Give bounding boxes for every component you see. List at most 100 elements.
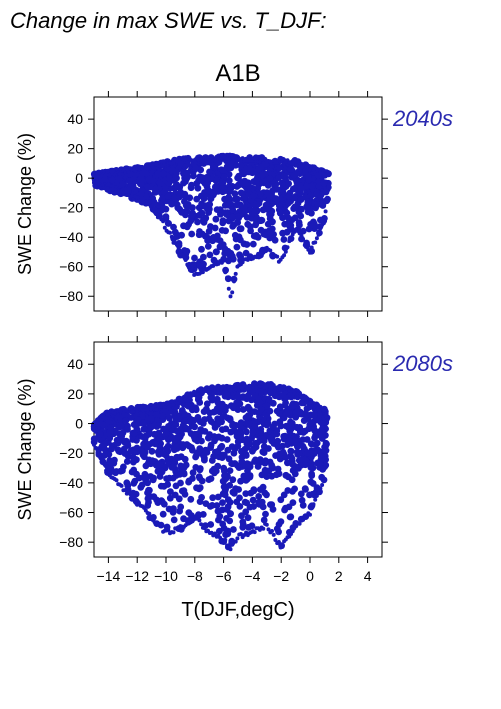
scatter-point — [243, 420, 251, 427]
scatter-point — [239, 406, 247, 413]
scatter-point — [201, 215, 209, 223]
scatter-point — [280, 544, 285, 549]
scatter-point — [162, 225, 167, 230]
scatter-point — [175, 413, 183, 421]
scatter-point — [259, 503, 267, 511]
scatter-point — [185, 160, 190, 165]
scatter-point — [200, 253, 207, 261]
y-tick-label: −40 — [59, 475, 83, 491]
scatter-point — [282, 253, 287, 258]
scatter-point — [283, 390, 288, 395]
scatter-point — [174, 401, 179, 406]
scatter-point — [183, 169, 191, 177]
scatter-point — [234, 213, 242, 221]
scatter-point — [252, 440, 259, 447]
scatter-point — [281, 220, 289, 228]
scatter-point — [123, 479, 131, 487]
scatter-point — [154, 421, 162, 429]
scatter-point — [102, 462, 107, 467]
scatter-point — [309, 490, 316, 498]
scatter-point — [260, 443, 268, 450]
scatter-point — [104, 172, 109, 177]
scatter-point — [206, 251, 214, 259]
scatter-point — [260, 449, 268, 456]
scatter-point — [261, 526, 266, 531]
scatter-point — [208, 396, 216, 404]
scatter-point — [232, 279, 236, 284]
scatter-point — [200, 408, 208, 415]
scatter-point — [148, 447, 156, 455]
scatter-point — [108, 176, 116, 184]
scatter-point — [170, 463, 177, 470]
scatter-point — [269, 218, 276, 226]
scatter-point — [258, 163, 265, 171]
scatter-point — [223, 211, 231, 218]
scatter-point — [181, 254, 186, 259]
scatter-point — [126, 169, 131, 174]
x-tick-label: 0 — [306, 568, 314, 584]
scatter-point — [176, 246, 181, 251]
scatter-point — [151, 430, 158, 438]
scatter-point — [169, 399, 174, 404]
scatter-point — [226, 467, 234, 474]
scatter-point — [219, 499, 226, 506]
scatter-point — [196, 211, 204, 219]
scatter-point — [224, 527, 232, 535]
scatter-point — [260, 437, 268, 445]
scenario-title: A1B — [215, 60, 260, 87]
y-tick-label: −80 — [59, 288, 83, 304]
scatter-point — [264, 182, 272, 189]
scatter-point — [290, 529, 295, 534]
scatter-point — [244, 220, 252, 228]
scatter-point — [275, 254, 280, 259]
scatter-point — [105, 169, 110, 174]
scatter-point — [220, 173, 228, 181]
scatter-point — [169, 167, 177, 174]
scatter-point — [304, 515, 309, 520]
scatter-point — [219, 451, 226, 459]
scatter-point — [306, 247, 311, 252]
scatter-point — [173, 443, 181, 451]
x-tick-label: 2 — [335, 568, 343, 584]
scatter-point — [325, 199, 330, 204]
scatter-point — [144, 489, 151, 497]
scatter-point — [232, 485, 240, 493]
scatter-point — [320, 483, 325, 487]
scatter-point — [313, 497, 318, 502]
scatter-point — [90, 435, 98, 443]
scatter-point — [291, 203, 299, 211]
scatter-point — [221, 250, 229, 257]
scatter-point — [107, 173, 112, 178]
scatter-point — [249, 496, 257, 504]
scatter-point — [255, 409, 262, 416]
scatter-point — [273, 430, 281, 438]
scatter-point — [229, 223, 237, 230]
scatter-point — [257, 226, 265, 234]
scatter-point — [315, 431, 323, 439]
scatter-point — [282, 399, 289, 407]
scatter-point — [307, 192, 315, 200]
scatter-point — [177, 479, 184, 487]
scatter-point — [180, 160, 185, 165]
scatter-point — [92, 442, 96, 447]
scatter-point — [159, 194, 167, 202]
scatter-point — [167, 488, 174, 496]
scatter-point — [260, 516, 268, 524]
scatter-point — [159, 510, 167, 518]
scatter-point — [173, 181, 181, 189]
scatter-point — [227, 185, 235, 193]
scatter-point — [145, 407, 150, 412]
scatter-point — [188, 212, 196, 220]
scatter-point — [275, 521, 283, 528]
scatter-point — [233, 243, 241, 251]
scatter-point — [119, 483, 124, 488]
scatter-point — [263, 402, 271, 410]
scatter-point — [275, 174, 283, 182]
scatter-point — [191, 254, 198, 262]
scatter-point — [242, 490, 250, 497]
scatter-point — [269, 506, 277, 513]
scatter-point — [282, 471, 290, 479]
scatter-point — [214, 399, 222, 406]
scatter-point — [214, 507, 222, 515]
